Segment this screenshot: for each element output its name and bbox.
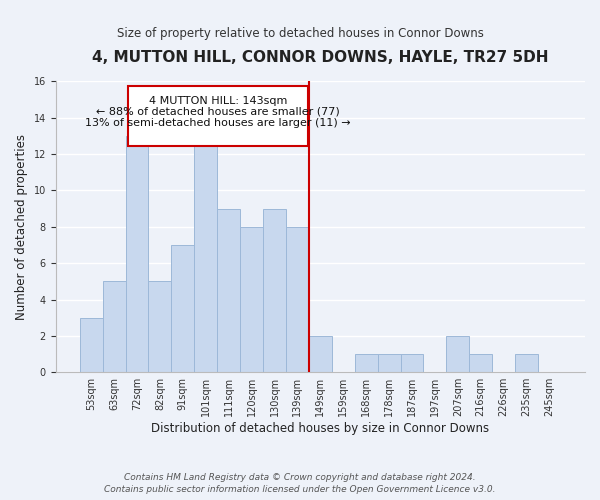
FancyBboxPatch shape [128, 86, 308, 146]
Bar [309, 336, 332, 372]
Text: Size of property relative to detached houses in Connor Downs: Size of property relative to detached ho… [116, 28, 484, 40]
X-axis label: Distribution of detached houses by size in Connor Downs: Distribution of detached houses by size … [151, 422, 490, 435]
Title: 4, MUTTON HILL, CONNOR DOWNS, HAYLE, TR27 5DH: 4, MUTTON HILL, CONNOR DOWNS, HAYLE, TR2… [92, 50, 548, 65]
Bar [263, 208, 286, 372]
Text: ← 88% of detached houses are smaller (77): ← 88% of detached houses are smaller (77… [96, 107, 340, 117]
Bar [446, 336, 469, 372]
Bar [469, 354, 492, 372]
Bar [286, 227, 309, 372]
Bar [172, 245, 194, 372]
Bar [355, 354, 377, 372]
Bar [401, 354, 424, 372]
Bar [125, 136, 148, 372]
Bar [148, 282, 172, 372]
Bar [377, 354, 401, 372]
Bar [515, 354, 538, 372]
Text: Contains HM Land Registry data © Crown copyright and database right 2024.: Contains HM Land Registry data © Crown c… [124, 473, 476, 482]
Text: Contains public sector information licensed under the Open Government Licence v3: Contains public sector information licen… [104, 484, 496, 494]
Bar [240, 227, 263, 372]
Bar [103, 282, 125, 372]
Text: 13% of semi-detached houses are larger (11) →: 13% of semi-detached houses are larger (… [85, 118, 350, 128]
Y-axis label: Number of detached properties: Number of detached properties [15, 134, 28, 320]
Bar [194, 136, 217, 372]
Bar [80, 318, 103, 372]
Text: 4 MUTTON HILL: 143sqm: 4 MUTTON HILL: 143sqm [149, 96, 287, 106]
Bar [217, 208, 240, 372]
